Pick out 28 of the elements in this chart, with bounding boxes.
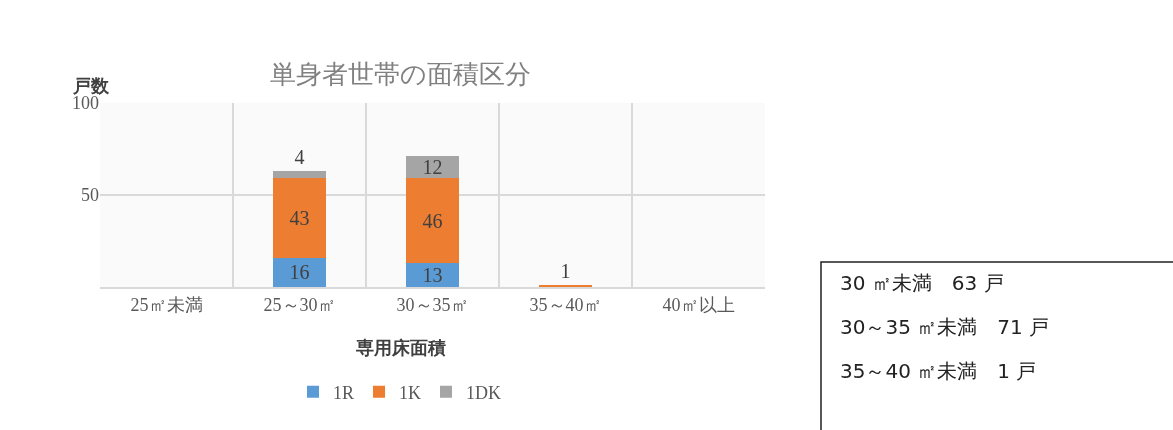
- bar: [405, 263, 460, 287]
- x-tick-label: 30～35㎡: [396, 294, 469, 315]
- data-label: 13: [422, 264, 443, 287]
- bar: [272, 178, 327, 258]
- data-label: 43: [289, 207, 310, 229]
- x-tick-label: 40㎡以上: [662, 294, 735, 315]
- bar: [272, 257, 327, 287]
- text: 30～35 ㎡未満 71 戸: [840, 315, 1050, 339]
- y-tick-label: 50: [81, 185, 99, 206]
- legend-label: 1K: [399, 382, 422, 403]
- chart-title: 単身者世帯の面積区分: [270, 59, 531, 89]
- data-label: 1: [560, 260, 571, 282]
- bar: [405, 178, 460, 264]
- text: 30 ㎡未満 63 戸: [840, 271, 1004, 295]
- legend-label: 1DK: [466, 382, 502, 403]
- y-axis-title: 戸数: [72, 75, 110, 96]
- text: 35～40 ㎡未満 1 戸: [840, 359, 1037, 383]
- data-label: 46: [422, 209, 443, 232]
- data-label: 4: [294, 146, 305, 169]
- x-tick-label: 25～30㎡: [263, 294, 336, 315]
- legend-label: 1R: [333, 382, 355, 403]
- x-tick-label: 35～40㎡: [529, 294, 602, 315]
- x-tick-label: 25㎡未満: [130, 294, 203, 315]
- data-label: 16: [289, 261, 310, 284]
- bar: [405, 156, 460, 179]
- data-label: 12: [422, 156, 443, 179]
- bar: [272, 171, 327, 179]
- x-axis-title: 専用床面積: [355, 337, 446, 358]
